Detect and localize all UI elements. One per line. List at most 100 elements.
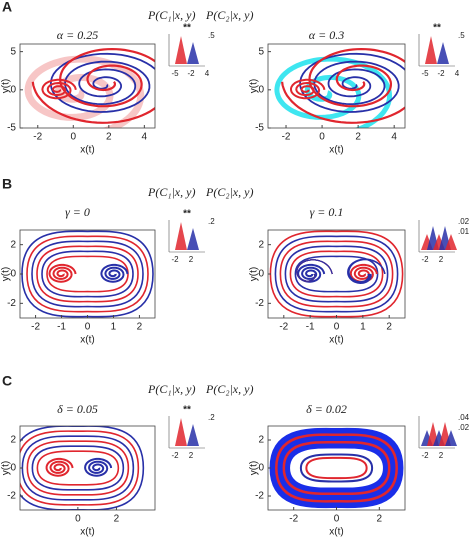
inset-peak — [437, 42, 449, 64]
trajectory — [297, 263, 326, 283]
panel: 0 2 -2 0 2 x(t) y(t) δ = 0.05 C P(C₁|x, y) P(C₂|x,… — [1, 373, 254, 537]
y-tick-label: 5 — [258, 46, 264, 57]
x-tick-label: -2 — [289, 514, 298, 525]
x-tick-label: -2 — [282, 132, 291, 143]
x-tick-label: 2 — [114, 514, 120, 525]
axes-box — [267, 43, 406, 129]
significance: ** — [183, 209, 191, 220]
trajectory — [269, 230, 404, 318]
trajectory — [20, 430, 140, 506]
y-tick-label: 2 — [258, 239, 264, 250]
inset-tick-label: -5 — [421, 69, 429, 78]
trajectory — [282, 440, 391, 496]
chart-title: γ = 0 — [65, 205, 90, 219]
x-axis-label: x(t) — [329, 527, 343, 537]
x-tick-label: 1 — [360, 322, 366, 333]
inset-tick-label: -2 — [437, 69, 445, 78]
legend-entry: P(C₂|x, y) — [205, 382, 253, 396]
trajectory — [277, 435, 396, 501]
x-tick-label: 0 — [334, 322, 340, 333]
trajectory — [294, 255, 379, 293]
trajectory — [287, 445, 386, 491]
y-tick-label: 0 — [258, 463, 264, 474]
trajectory — [284, 245, 389, 303]
significance: ** — [183, 405, 191, 416]
inset-peak — [175, 36, 187, 64]
inset-tick-label: .02 — [458, 423, 470, 432]
y-tick-label: 2 — [10, 435, 16, 446]
chart-title: γ = 0.1 — [310, 205, 344, 219]
legend-entry: P(C₂|x, y) — [205, 8, 253, 22]
chart-title: δ = 0.02 — [306, 402, 347, 416]
inset-tick-label: .5 — [458, 31, 465, 40]
x-tick-label: 0 — [75, 514, 81, 525]
trajectory — [45, 457, 74, 477]
trajectory — [274, 432, 399, 504]
inset-peak — [187, 42, 199, 64]
trajectory — [46, 255, 129, 293]
y-tick-label: -5 — [7, 123, 16, 134]
trajectories — [21, 230, 154, 318]
trajectory — [289, 250, 384, 298]
trajectory — [290, 78, 326, 100]
panel-label: B — [2, 176, 12, 192]
inset-tick-label: .01 — [458, 227, 470, 236]
y-axis-label: y(t) — [249, 267, 260, 281]
x-tick-label: 0 — [71, 132, 77, 143]
significance: ** — [433, 23, 441, 34]
inset-tick-label: -2 — [171, 451, 179, 460]
x-axis-label: x(t) — [329, 335, 343, 346]
chart-title: δ = 0.05 — [57, 402, 98, 416]
inset-peak — [445, 430, 457, 446]
y-tick-label: 0 — [258, 269, 264, 280]
panel: -2 0 2 4 -5 0 5 x(t) y(t) α = 0.3 .5 -5 -2 4 ** — [249, 23, 466, 156]
significance: ** — [183, 23, 191, 34]
y-axis-label: y(t) — [1, 461, 12, 475]
trajectory — [284, 442, 389, 494]
trajectory — [279, 240, 394, 308]
chart-title: α = 0.3 — [309, 28, 344, 42]
trajectory — [100, 263, 129, 283]
y-tick-label: 2 — [258, 435, 264, 446]
inset-tick-label: .04 — [458, 413, 470, 422]
x-tick-label: 0 — [319, 132, 325, 143]
trajectory — [21, 230, 154, 318]
x-tick-label: -1 — [306, 322, 315, 333]
y-tick-label: 5 — [10, 46, 16, 57]
y-tick-label: -2 — [255, 298, 264, 309]
x-tick-label: -2 — [31, 322, 40, 333]
x-axis-label: x(t) — [80, 335, 94, 346]
trajectory — [36, 245, 139, 303]
y-tick-label: 0 — [10, 84, 16, 95]
panel: -2 -1 0 1 2 -2 0 2 x(t) y(t) γ = 0.1 .02.01 -2 2 — [249, 205, 470, 346]
x-tick-label: 2 — [355, 132, 361, 143]
inset-tick-label: 2 — [439, 255, 444, 264]
legend-entry: P(C₁|x, y) — [147, 8, 195, 22]
trajectories — [269, 427, 404, 509]
trajectory — [26, 235, 149, 313]
trajectory — [26, 440, 130, 496]
y-axis-label: y(t) — [1, 79, 12, 93]
inset-tick-label: 2 — [189, 451, 194, 460]
trajectories — [24, 47, 155, 128]
x-tick-label: 2 — [137, 322, 143, 333]
panel: -2 -1 0 1 2 -2 0 2 x(t) y(t) γ = 0 B P(C₁|x, y) P(C₂|… — [1, 176, 254, 346]
x-tick-label: 4 — [142, 132, 148, 143]
trajectory — [31, 47, 155, 124]
inset-peak — [445, 234, 457, 250]
y-axis-label: y(t) — [249, 461, 260, 475]
inset-peak — [187, 228, 199, 250]
inset-tick-label: 2 — [189, 255, 194, 264]
axes-box — [19, 43, 156, 129]
trajectory — [299, 453, 374, 483]
inset-tick-label: -5 — [171, 69, 179, 78]
inset-tick-label: .2 — [208, 217, 215, 226]
y-tick-label: -2 — [255, 491, 264, 502]
x-tick-label: -2 — [279, 322, 288, 333]
inset-tick-label: -2 — [421, 255, 429, 264]
trajectory — [21, 435, 135, 501]
panel: -2 0 2 4 -5 0 5 x(t) y(t) α = 0.25 A P(C₁|x, y) P(C₂… — [1, 0, 254, 156]
x-tick-label: 2 — [386, 322, 392, 333]
trajectory — [281, 47, 405, 124]
